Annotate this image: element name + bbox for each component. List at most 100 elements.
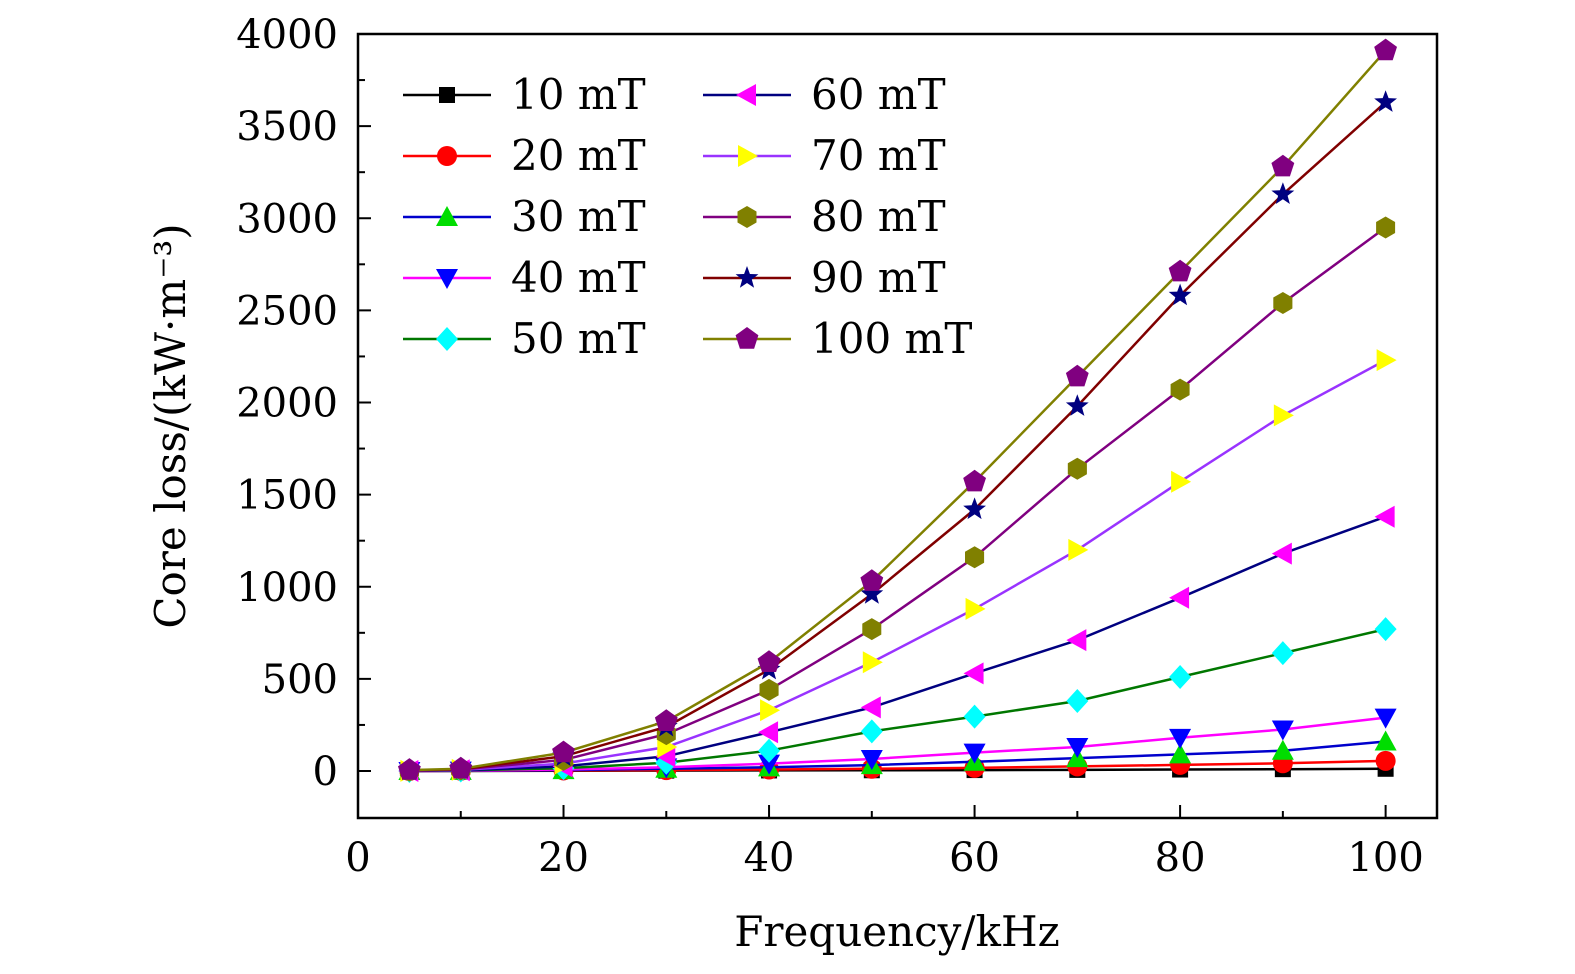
- data-point-40-mt-100: [1374, 708, 1397, 729]
- data-point-50-mt-40: [758, 738, 781, 763]
- legend-label: 90 mT: [811, 253, 946, 302]
- legend-marker-10-mt: [439, 87, 455, 103]
- data-point-60-mt-100: [1374, 505, 1395, 528]
- legend-item-40-mt: 40 mT: [403, 253, 646, 302]
- data-point-100-mt-60: [963, 469, 986, 492]
- y-tick-label: 3000: [236, 196, 338, 242]
- legend-label: 60 mT: [811, 70, 946, 119]
- data-point-100-mt-90: [1271, 154, 1295, 177]
- data-point-80-mt-70: [1067, 457, 1087, 480]
- data-point-40-mt-90: [1271, 720, 1294, 741]
- data-point-100-mt-50: [860, 569, 884, 591]
- legend-item-70-mt: 70 mT: [703, 131, 946, 180]
- y-tick-label: 1000: [236, 565, 338, 611]
- data-point-100-mt-30: [654, 709, 678, 731]
- data-point-70-mt-50: [862, 651, 883, 674]
- legend-item-50-mt: 50 mT: [403, 314, 646, 363]
- legend-marker-80-mt: [737, 206, 757, 228]
- data-point-80-mt-100: [1376, 216, 1396, 239]
- data-point-60-mt-70: [1066, 629, 1087, 652]
- data-point-70-mt-60: [965, 597, 986, 620]
- legend-marker-70-mt: [738, 145, 758, 167]
- series-line-70-mt: [409, 358, 1387, 773]
- y-tick-label: 0: [313, 749, 338, 795]
- legend-label: 40 mT: [511, 253, 646, 302]
- data-point-70-mt-40: [760, 699, 781, 722]
- x-tick-label: 40: [744, 835, 795, 881]
- data-point-90-mt-60: [963, 497, 986, 520]
- data-point-100-mt-5: [398, 758, 421, 780]
- legend-item-80-mt: 80 mT: [703, 192, 946, 241]
- legend-label: 20 mT: [511, 131, 646, 180]
- x-tick-label: 100: [1347, 835, 1423, 881]
- data-point-50-mt-90: [1271, 641, 1294, 666]
- data-point-80-mt-50: [862, 618, 882, 641]
- legend-item-100-mt: 100 mT: [703, 314, 972, 363]
- data-point-60-mt-60: [963, 662, 984, 685]
- data-point-40-mt-80: [1169, 728, 1192, 749]
- data-point-80-mt-40: [759, 678, 779, 701]
- data-point-30-mt-100: [1374, 730, 1397, 751]
- data-point-80-mt-80: [1170, 378, 1190, 401]
- legend-item-30-mt: 30 mT: [403, 192, 646, 241]
- data-point-60-mt-90: [1271, 542, 1292, 565]
- y-tick-label: 3500: [236, 104, 338, 150]
- data-point-40-mt-40: [758, 754, 781, 775]
- data-point-90-mt-80: [1168, 283, 1192, 306]
- data-point-20-mt-100: [1375, 750, 1396, 771]
- legend-label: 30 mT: [511, 192, 646, 241]
- data-point-50-mt-80: [1169, 665, 1192, 690]
- data-point-40-mt-50: [860, 750, 883, 771]
- legend-label: 70 mT: [811, 131, 946, 180]
- data-point-90-mt-90: [1271, 182, 1295, 204]
- legend-marker-100-mt: [735, 327, 759, 349]
- x-tick-label: 0: [345, 835, 370, 881]
- ticks-layer: 0 20 40 60 80 1000500100015002000250030003500…: [236, 12, 1424, 881]
- data-point-80-mt-90: [1273, 292, 1293, 314]
- data-point-70-mt-80: [1171, 470, 1192, 493]
- legend-label: 10 mT: [511, 70, 646, 119]
- data-point-100-mt-80: [1168, 259, 1192, 282]
- data-point-70-mt-90: [1273, 404, 1294, 427]
- x-axis-title: Frequency/kHz: [734, 907, 1060, 956]
- legend-marker-90-mt: [735, 266, 759, 288]
- data-point-100-mt-10: [449, 756, 473, 779]
- legend-label: 50 mT: [511, 314, 646, 363]
- x-tick-label: 20: [538, 835, 589, 881]
- data-point-70-mt-100: [1376, 349, 1397, 372]
- x-tick-label: 60: [949, 835, 1000, 881]
- y-tick-label: 4000: [236, 12, 338, 58]
- data-point-60-mt-40: [758, 721, 779, 744]
- y-tick-label: 2500: [236, 288, 338, 334]
- legend-marker-20-mt: [437, 146, 457, 166]
- data-point-90-mt-50: [860, 582, 884, 604]
- legend-item-60-mt: 60 mT: [703, 70, 946, 119]
- y-tick-label: 2000: [236, 381, 338, 427]
- data-point-50-mt-60: [963, 704, 986, 729]
- series-60-mt: [398, 505, 1395, 782]
- x-tick-label: 80: [1155, 835, 1206, 881]
- data-point-100-mt-20: [552, 740, 575, 763]
- data-point-30-mt-90: [1271, 739, 1294, 760]
- data-point-50-mt-70: [1066, 688, 1089, 713]
- legend-item-90-mt: 90 mT: [703, 253, 946, 302]
- legend-item-20-mt: 20 mT: [403, 131, 646, 180]
- y-tick-label: 500: [262, 657, 338, 703]
- series-100-mt: [398, 38, 1397, 780]
- legend-label: 100 mT: [811, 314, 972, 363]
- data-point-80-mt-60: [965, 546, 985, 569]
- legend-marker-30-mt: [436, 206, 458, 226]
- y-axis-title: Core loss/(kW·m⁻³): [146, 223, 195, 628]
- data-point-70-mt-70: [1068, 538, 1089, 561]
- data-point-40-mt-60: [963, 743, 986, 764]
- plot-frame: [356, 32, 1439, 820]
- legend-label: 80 mT: [811, 192, 946, 241]
- data-point-90-mt-100: [1374, 90, 1397, 112]
- data-point-50-mt-100: [1374, 617, 1397, 642]
- legend-marker-50-mt: [436, 327, 458, 351]
- data-point-90-mt-70: [1065, 394, 1089, 416]
- data-point-50-mt-50: [860, 719, 883, 744]
- data-point-100-mt-100: [1374, 38, 1397, 61]
- data-point-100-mt-70: [1065, 364, 1089, 387]
